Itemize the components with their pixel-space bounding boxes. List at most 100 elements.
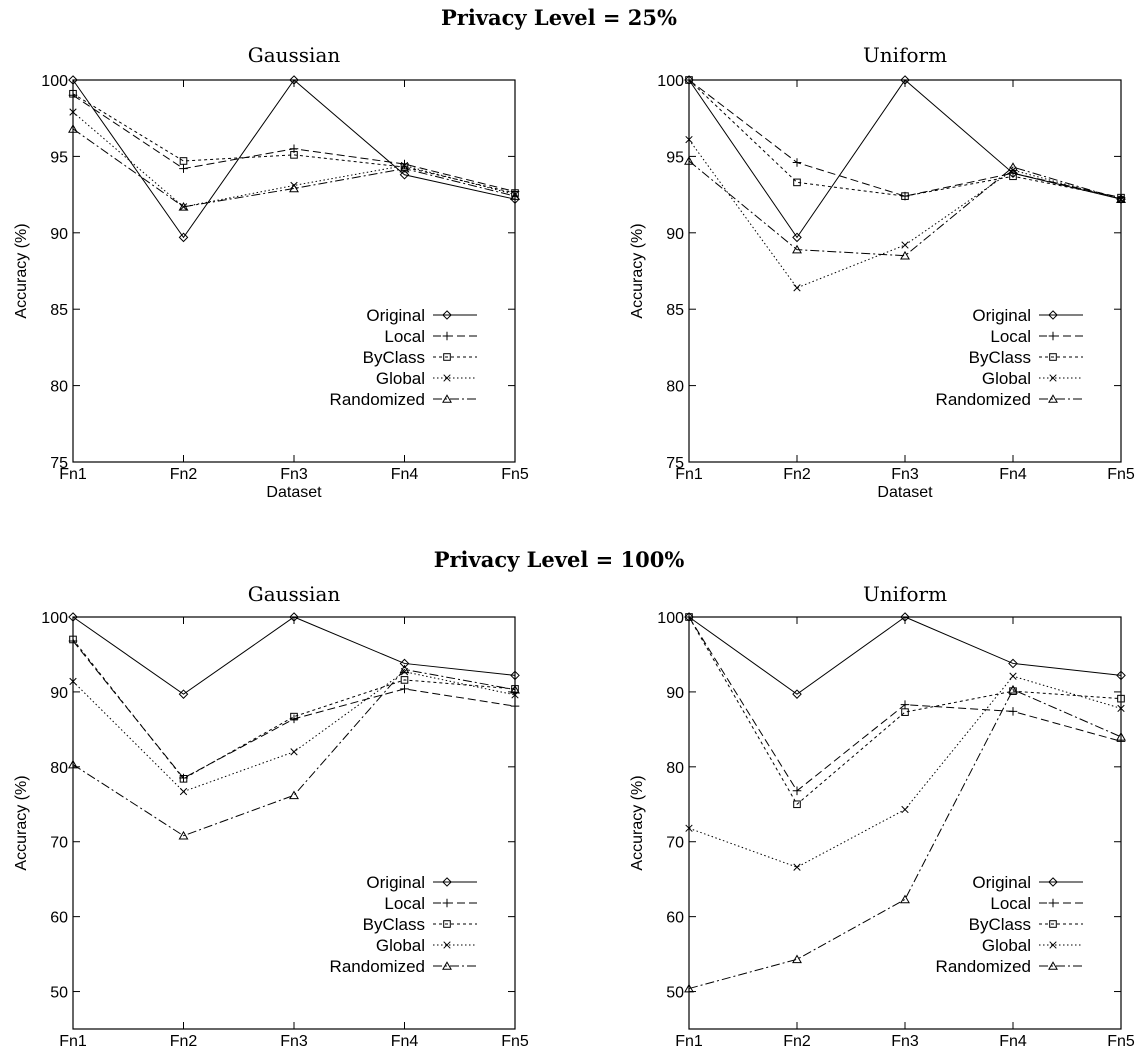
legend-marker [443, 941, 451, 949]
legend-label: Original [366, 873, 425, 892]
chart-title: Gaussian [248, 43, 341, 67]
x-tick-label: Fn3 [891, 1033, 919, 1049]
data-point-randomized [900, 894, 910, 904]
y-tick-label: 85 [50, 302, 68, 319]
series-line-original [688, 616, 1122, 695]
legend-marker [1048, 898, 1058, 908]
y-tick-label: 90 [50, 226, 68, 243]
data-point-byclass [793, 800, 801, 809]
y-tick-label: 80 [50, 379, 68, 396]
y-tick-label: 80 [50, 760, 68, 777]
x-tick-label: Fn2 [170, 1033, 198, 1049]
legend-label: Global [982, 936, 1031, 955]
data-point-byclass [1117, 193, 1125, 202]
data-point-original [792, 689, 802, 699]
legend-marker [1049, 941, 1057, 949]
legend-label: Global [376, 936, 425, 955]
series-line-byclass [688, 79, 1122, 199]
legend-marker [1048, 961, 1058, 970]
data-point-randomized [178, 202, 189, 211]
y-tick-label: 80 [666, 760, 684, 777]
data-point-global [685, 135, 693, 144]
data-point-randomized [1116, 732, 1126, 741]
chart-title: Gaussian [248, 582, 341, 606]
series-line-byclass [72, 93, 516, 194]
legend-label: ByClass [969, 348, 1031, 367]
series-line-original [72, 616, 516, 695]
x-tick-label: Fn5 [501, 466, 529, 483]
data-point-local [1008, 707, 1018, 716]
y-tick-label: 100 [657, 610, 684, 627]
data-point-original [289, 612, 299, 622]
chart-panel: Gaussian5060708090100Fn1Fn2Fn3Fn4Fn5Data… [13, 582, 529, 1049]
data-point-original [792, 232, 802, 243]
data-point-byclass [511, 189, 519, 197]
x-axis-label: Dataset [266, 484, 322, 501]
data-point-global [290, 748, 298, 756]
data-point-byclass [179, 157, 188, 165]
y-tick-label: 80 [666, 379, 684, 396]
legend-label: Local [990, 894, 1031, 913]
data-point-byclass [685, 76, 693, 84]
x-tick-label: Fn4 [391, 466, 419, 483]
y-axis-label: Accuracy (%) [629, 775, 646, 870]
y-tick-label: 85 [666, 302, 684, 319]
legend-marker [442, 877, 452, 887]
data-point-randomized [1008, 684, 1018, 694]
legend-marker [1049, 374, 1057, 382]
x-tick-label: Fn1 [59, 1033, 87, 1049]
data-point-global [69, 677, 77, 686]
data-point-original [900, 612, 910, 622]
series-line-randomized [688, 160, 1122, 257]
series-line-original [688, 79, 1122, 239]
data-point-byclass [1117, 694, 1125, 703]
legend-marker [1048, 331, 1058, 341]
x-tick-label: Fn3 [891, 466, 919, 483]
data-point-original [1116, 670, 1126, 681]
x-tick-label: Fn3 [280, 466, 308, 483]
legend-marker [442, 898, 452, 908]
data-point-original [178, 689, 189, 699]
data-point-byclass [290, 712, 298, 721]
y-tick-label: 50 [50, 985, 68, 1002]
y-tick-label: 60 [666, 910, 684, 927]
y-tick-label: 90 [666, 226, 684, 243]
legend-marker [442, 331, 452, 341]
data-point-randomized [399, 664, 410, 674]
legend-label: Global [982, 369, 1031, 388]
data-point-original [68, 75, 78, 85]
x-tick-label: Fn5 [1107, 466, 1135, 483]
series-line-original [72, 79, 516, 239]
x-tick-label: Fn1 [675, 1033, 703, 1049]
legend-marker [1049, 920, 1057, 928]
legend-label: ByClass [363, 348, 425, 367]
y-tick-label: 95 [50, 149, 68, 166]
x-tick-label: Fn4 [999, 466, 1027, 483]
x-axis-label: Dataset [877, 484, 933, 501]
data-point-global [793, 863, 801, 871]
x-tick-label: Fn5 [501, 1033, 529, 1049]
legend-label: Global [376, 369, 425, 388]
data-point-original [68, 612, 78, 622]
series-line-global [72, 111, 516, 208]
data-point-byclass [901, 708, 909, 716]
data-point-randomized [68, 124, 78, 133]
y-tick-label: 70 [50, 835, 68, 852]
legend-marker [443, 920, 451, 928]
section-title-top: Privacy Level = 25% [441, 5, 677, 30]
y-tick-label: 90 [50, 685, 68, 702]
data-point-byclass [901, 192, 909, 200]
legend-marker [443, 374, 451, 382]
y-tick-label: 50 [666, 985, 684, 1002]
y-tick-label: 100 [41, 73, 68, 90]
x-tick-label: Fn2 [783, 1033, 811, 1049]
legend-label: Local [384, 894, 425, 913]
legend-marker [1049, 353, 1057, 361]
x-tick-label: Fn1 [59, 466, 87, 483]
x-tick-label: Fn1 [675, 466, 703, 483]
y-tick-label: 75 [50, 455, 68, 472]
data-point-byclass [69, 635, 77, 644]
x-tick-label: Fn5 [1107, 1033, 1135, 1049]
data-point-byclass [400, 163, 409, 171]
series-line-randomized [72, 128, 516, 208]
